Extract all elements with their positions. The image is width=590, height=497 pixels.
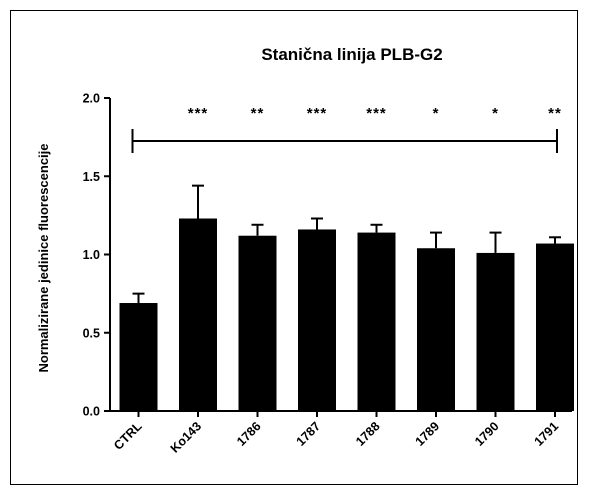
x-tick-label: 1787 [294, 419, 324, 449]
bar-1790 [476, 252, 515, 411]
bar-1787 [298, 229, 336, 411]
y-tick-label: 2.0 [83, 92, 100, 106]
x-tick-label: 1790 [472, 419, 502, 449]
significance-label: ** [251, 105, 265, 122]
x-tick-label: 1789 [413, 419, 443, 449]
bar-ko143 [179, 218, 217, 411]
y-tick-label: 0.0 [83, 405, 100, 419]
bar-1789 [417, 248, 455, 411]
y-tick-label: 1.5 [83, 170, 100, 184]
y-tick-label: 1.0 [83, 248, 100, 262]
significance-label: ** [548, 105, 562, 122]
bar-1791 [536, 243, 574, 411]
chart-title: Stanična linija PLB-G2 [261, 45, 442, 64]
y-axis-label: Normalizirane jedinice fluorescencije [36, 143, 51, 372]
significance-label: *** [366, 105, 387, 122]
x-tick-label: 1786 [234, 419, 264, 449]
significance-label: * [433, 105, 440, 122]
annotations: *** ** *** *** * * ** [131, 105, 562, 153]
x-tick-label: 1788 [353, 419, 383, 449]
x-tick-label: CTRL [111, 419, 145, 453]
x-tick-label: Ko143 [168, 419, 204, 455]
significance-label: *** [307, 105, 328, 122]
bars [119, 184, 574, 411]
y-tick-label: 0.5 [83, 326, 100, 340]
significance-label: *** [188, 105, 209, 122]
x-tick-label: 1791 [532, 419, 562, 449]
bar-1788 [357, 232, 396, 411]
bar-1786 [238, 235, 277, 411]
bar-ctrl [119, 303, 158, 411]
significance-label: * [492, 105, 499, 122]
